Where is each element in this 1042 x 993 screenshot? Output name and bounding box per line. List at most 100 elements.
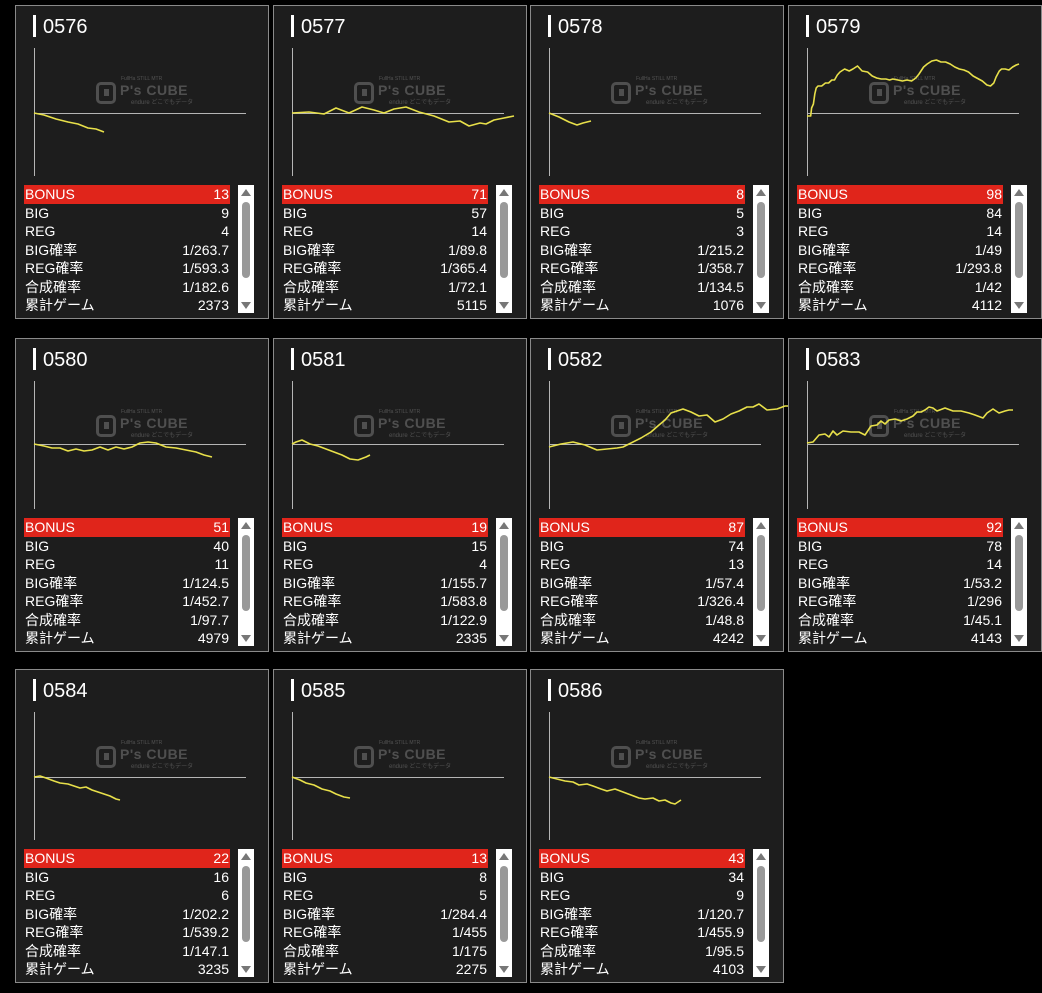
big-row: BIG 84 xyxy=(797,204,1003,223)
machine-card-0580[interactable]: 0580 FullHa STILL MTR P's CUBE endure どこ… xyxy=(15,338,269,652)
bonus-row: BONUS 13 xyxy=(24,185,230,204)
big-rate-label: BIG確率 xyxy=(283,905,336,922)
bonus-label: BONUS xyxy=(283,519,333,535)
scroll-down-arrow-icon[interactable] xyxy=(756,635,766,642)
machine-number: 0576 xyxy=(43,16,88,38)
stats-scrollbar[interactable] xyxy=(753,849,769,977)
reg-label: REG xyxy=(798,556,829,572)
scrollbar-thumb[interactable] xyxy=(1015,202,1023,278)
number-marker xyxy=(291,15,294,37)
scroll-down-arrow-icon[interactable] xyxy=(499,302,509,309)
scroll-up-arrow-icon[interactable] xyxy=(499,522,509,529)
stats-scrollbar[interactable] xyxy=(238,518,254,646)
scrollbar-thumb[interactable] xyxy=(1015,535,1023,611)
scroll-up-arrow-icon[interactable] xyxy=(241,522,251,529)
scrollbar-thumb[interactable] xyxy=(242,535,250,611)
scroll-up-arrow-icon[interactable] xyxy=(756,522,766,529)
pscube-watermark: FullHa STILL MTR P's CUBE endure どこでもデータ xyxy=(611,409,721,449)
stats-scrollbar[interactable] xyxy=(496,849,512,977)
machine-card-0586[interactable]: 0586 FullHa STILL MTR P's CUBE endure どこ… xyxy=(530,669,784,983)
stats-scrollbar[interactable] xyxy=(496,185,512,313)
stats-scrollbar[interactable] xyxy=(238,185,254,313)
stats-scrollbar[interactable] xyxy=(753,518,769,646)
stats-scrollbar[interactable] xyxy=(753,185,769,313)
scroll-up-arrow-icon[interactable] xyxy=(499,189,509,196)
number-marker xyxy=(548,15,551,37)
stats-scrollbar[interactable] xyxy=(1011,185,1027,313)
big-rate-value: 1/202.2 xyxy=(182,905,229,922)
total-rate-value: 1/182.6 xyxy=(182,278,229,295)
pscube-watermark: FullHa STILL MTR P's CUBE endure どこでもデータ xyxy=(96,740,206,780)
machine-card-0581[interactable]: 0581 FullHa STILL MTR P's CUBE endure どこ… xyxy=(273,338,527,652)
machine-card-0576[interactable]: 0576 FullHa STILL MTR P's CUBE endure どこ… xyxy=(15,5,269,319)
machine-card-0584[interactable]: 0584 FullHa STILL MTR P's CUBE endure どこ… xyxy=(15,669,269,983)
machine-card-0582[interactable]: 0582 FullHa STILL MTR P's CUBE endure どこ… xyxy=(530,338,842,652)
scroll-down-arrow-icon[interactable] xyxy=(241,635,251,642)
reg-rate-row: REG確率 1/452.7 xyxy=(24,592,230,611)
pscube-watermark: FullHa STILL MTR P's CUBE endure どこでもデータ xyxy=(354,740,464,780)
scroll-up-arrow-icon[interactable] xyxy=(241,853,251,860)
big-row: BIG 40 xyxy=(24,537,230,556)
machine-number: 0578 xyxy=(558,16,603,38)
graph-y-axis xyxy=(34,48,35,176)
machine-card-0585[interactable]: 0585 FullHa STILL MTR P's CUBE endure どこ… xyxy=(273,669,527,983)
bonus-row: BONUS 8 xyxy=(539,185,745,204)
machine-card-0583[interactable]: 0583 FullHa STILL MTR P's CUBE endure どこ… xyxy=(788,338,1042,652)
scroll-up-arrow-icon[interactable] xyxy=(1014,522,1024,529)
bonus-label: BONUS xyxy=(283,186,333,202)
bonus-value: 13 xyxy=(213,186,229,202)
reg-rate-label: REG確率 xyxy=(25,593,84,609)
stats-scrollbar[interactable] xyxy=(1011,518,1027,646)
scroll-up-arrow-icon[interactable] xyxy=(1014,189,1024,196)
reg-rate-value: 1/452.7 xyxy=(182,593,229,609)
total-rate-row: 合成確率 1/147.1 xyxy=(24,942,230,961)
scroll-down-arrow-icon[interactable] xyxy=(1014,635,1024,642)
stats-scrollbar[interactable] xyxy=(496,518,512,646)
graph-zero-line xyxy=(34,113,246,114)
scrollbar-thumb[interactable] xyxy=(500,202,508,278)
games-label: 累計ゲーム xyxy=(25,630,95,646)
total-rate-label: 合成確率 xyxy=(283,278,339,295)
graph-y-axis xyxy=(34,381,35,509)
big-rate-label: BIG確率 xyxy=(25,574,78,591)
scroll-down-arrow-icon[interactable] xyxy=(499,966,509,973)
scroll-down-arrow-icon[interactable] xyxy=(241,302,251,309)
stats-scrollbar[interactable] xyxy=(238,849,254,977)
scroll-down-arrow-icon[interactable] xyxy=(1014,302,1024,309)
watermark-brand: P's CUBE xyxy=(378,415,447,431)
scrollbar-thumb[interactable] xyxy=(757,202,765,278)
scrollbar-thumb[interactable] xyxy=(500,535,508,611)
reg-row: REG 14 xyxy=(282,222,488,241)
scrollbar-thumb[interactable] xyxy=(242,866,250,942)
big-rate-value: 1/215.2 xyxy=(697,241,744,258)
big-rate-label: BIG確率 xyxy=(540,574,593,591)
scroll-down-arrow-icon[interactable] xyxy=(756,302,766,309)
scroll-up-arrow-icon[interactable] xyxy=(756,189,766,196)
bonus-label: BONUS xyxy=(798,519,848,535)
cube-logo-icon xyxy=(611,746,631,768)
machine-card-0577[interactable]: 0577 FullHa STILL MTR P's CUBE endure どこ… xyxy=(273,5,527,319)
scroll-up-arrow-icon[interactable] xyxy=(499,853,509,860)
watermark-brand: P's CUBE xyxy=(635,82,704,98)
big-value: 57 xyxy=(471,204,487,221)
big-value: 78 xyxy=(986,537,1002,554)
scrollbar-thumb[interactable] xyxy=(757,866,765,942)
machine-card-0578[interactable]: 0578 FullHa STILL MTR P's CUBE endure どこ… xyxy=(530,5,784,319)
big-row: BIG 15 xyxy=(282,537,488,556)
scroll-down-arrow-icon[interactable] xyxy=(756,966,766,973)
cube-logo-icon xyxy=(354,746,374,768)
machine-card-0579[interactable]: 0579 FullHa STILL MTR P's CUBE endure どこ… xyxy=(788,5,1042,319)
scrollbar-thumb[interactable] xyxy=(500,866,508,942)
reg-row: REG 9 xyxy=(539,886,745,905)
games-label: 累計ゲーム xyxy=(798,297,868,313)
scroll-down-arrow-icon[interactable] xyxy=(241,966,251,973)
games-value: 1076 xyxy=(712,297,744,313)
scrollbar-thumb[interactable] xyxy=(757,535,765,611)
big-rate-value: 1/284.4 xyxy=(440,905,487,922)
scroll-down-arrow-icon[interactable] xyxy=(499,635,509,642)
scrollbar-thumb[interactable] xyxy=(242,202,250,278)
scroll-up-arrow-icon[interactable] xyxy=(756,853,766,860)
scroll-up-arrow-icon[interactable] xyxy=(241,189,251,196)
total-rate-label: 合成確率 xyxy=(25,611,81,628)
graph-y-axis xyxy=(292,712,293,840)
